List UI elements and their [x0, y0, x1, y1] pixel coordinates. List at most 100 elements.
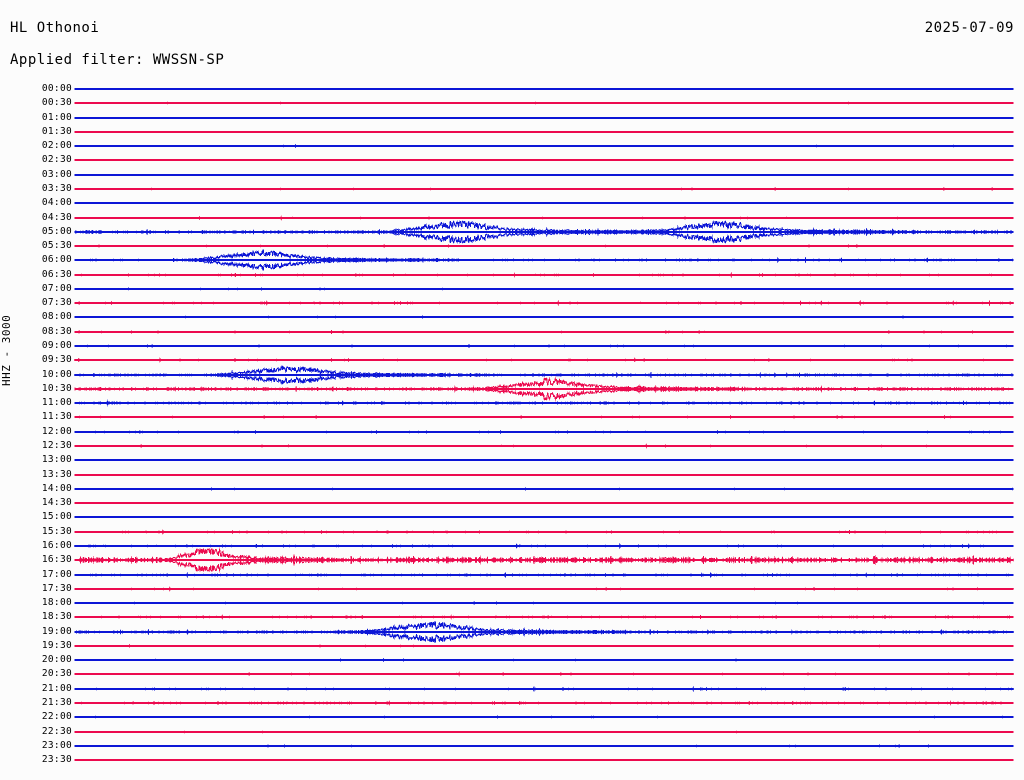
time-axis-label: 18:30: [41, 611, 72, 623]
time-axis-label: 17:30: [41, 582, 72, 594]
time-axis-label: 21:00: [41, 682, 72, 694]
time-axis-label: 07:00: [41, 282, 72, 294]
time-axis-label: 21:30: [41, 697, 72, 709]
time-axis-label: 01:30: [41, 125, 72, 137]
time-axis-label: 15:30: [41, 525, 72, 537]
time-axis-label: 14:00: [41, 482, 72, 494]
seismic-trace-row: [74, 671, 1014, 677]
seismic-trace-row: [74, 459, 1014, 462]
time-axis-label: 17:00: [41, 568, 72, 580]
time-axis-label: 12:30: [41, 440, 72, 451]
seismic-trace-row: [74, 116, 1014, 119]
seismic-trace-row: [74, 202, 1014, 205]
seismic-trace-row: [74, 365, 1014, 384]
seismic-trace-row: [74, 215, 1014, 221]
time-axis-label: 10:00: [41, 368, 72, 380]
station-title: HL Othonoi: [10, 20, 100, 36]
time-axis-label: 11:00: [41, 397, 72, 409]
seismic-trace-row: [74, 315, 1014, 320]
seismic-trace-row: [74, 443, 1014, 449]
seismic-trace-row: [74, 586, 1014, 592]
seismic-trace-row: [74, 219, 1014, 244]
time-axis-label: 19:30: [41, 639, 72, 651]
time-axis-label: 09:00: [41, 340, 72, 352]
time-axis-label: 00:00: [41, 83, 72, 94]
seismic-trace-row: [74, 601, 1014, 606]
seismic-trace-row: [74, 758, 1014, 762]
seismic-trace-row: [74, 271, 1014, 278]
seismic-trace-row: [74, 243, 1014, 249]
seismic-trace-row: [74, 287, 1014, 291]
time-axis-label: 20:00: [41, 654, 72, 666]
seismic-trace-row: [74, 571, 1014, 578]
seismic-trace-row: [74, 376, 1014, 402]
time-axis-label: 06:30: [41, 268, 72, 280]
seismic-trace-row: [74, 399, 1014, 407]
seismic-trace-row: [74, 658, 1014, 663]
seismic-trace-row: [74, 415, 1014, 420]
seismic-trace-row: [74, 543, 1014, 549]
seismic-trace-row: [74, 528, 1014, 535]
time-axis-label: 08:30: [41, 325, 72, 337]
seismic-trace-row: [74, 159, 1014, 162]
seismic-trace-row: [74, 700, 1014, 706]
seismic-trace-row: [74, 473, 1014, 476]
time-axis-label: 08:00: [41, 311, 72, 323]
time-axis-label: 18:00: [41, 597, 72, 609]
seismic-trace-row: [74, 620, 1014, 644]
header-bar: HL Othonoi 2025-07-09 Applied filter: WW…: [0, 0, 1024, 80]
time-axis-label: 13:00: [41, 454, 72, 466]
time-axis-label: 06:00: [41, 254, 72, 266]
time-axis-label: 11:30: [41, 411, 72, 423]
seismic-trace-row: [74, 173, 1014, 176]
time-axis-label: 16:30: [41, 554, 72, 566]
time-axis-label: 05:00: [41, 225, 72, 237]
time-axis-label: 19:00: [41, 625, 72, 637]
time-axis-label: 13:30: [41, 468, 72, 480]
time-axis-label: 22:00: [41, 711, 72, 723]
seismic-trace-row: [74, 186, 1014, 192]
time-axis-label: 12:00: [41, 425, 72, 437]
seismic-trace-row: [74, 429, 1014, 434]
applied-filter-label: Applied filter: WWSSN-SP: [10, 52, 225, 68]
seismic-trace-row: [74, 515, 1014, 519]
seismic-trace-row: [74, 743, 1014, 748]
time-axis-label: 03:30: [41, 182, 72, 194]
seismic-trace-row: [74, 685, 1014, 692]
seismic-trace-row: [74, 501, 1014, 505]
time-axis-label: 20:30: [41, 668, 72, 680]
time-axis-label: 04:30: [41, 211, 72, 223]
time-axis-label: 10:30: [41, 382, 72, 394]
time-axis-label: 01:00: [41, 111, 72, 123]
time-axis-label: 05:30: [41, 240, 72, 252]
time-axis-label: 23:00: [41, 739, 72, 751]
seismic-trace-row: [74, 299, 1014, 307]
time-axis-label: 07:30: [41, 297, 72, 309]
seismic-trace-row: [74, 357, 1014, 363]
trace-container: [74, 80, 1016, 780]
time-axis-label: 04:00: [41, 197, 72, 209]
time-axis-label: 23:30: [41, 754, 72, 766]
time-axis-label: 03:00: [41, 168, 72, 180]
seismic-trace-row: [74, 248, 1014, 273]
seismic-trace-row: [74, 487, 1014, 491]
seismic-trace-row: [74, 343, 1014, 349]
seismic-trace-row: [74, 547, 1014, 573]
seismic-trace-row: [74, 329, 1014, 335]
helicorder-plot: 00:00 00:30 01:00 01:30 02:00 02:30 03:00 03:30…: [0, 80, 1024, 780]
seismic-trace-row: [74, 730, 1014, 734]
seismic-trace-row: [74, 614, 1014, 620]
time-axis-label: 00:30: [41, 97, 72, 109]
seismic-trace-row: [74, 143, 1014, 149]
time-axis: 00:00 00:30 01:00 01:30 02:00 02:30 03:00 03:30…: [0, 80, 72, 780]
time-axis-label: 15:00: [41, 511, 72, 523]
seismic-trace-row: [74, 643, 1014, 648]
seismic-trace-row: [74, 715, 1014, 720]
time-axis-label: 22:30: [41, 725, 72, 737]
seismic-trace-row: [74, 101, 1014, 105]
record-date: 2025-07-09: [924, 20, 1014, 36]
seismic-trace-row: [74, 130, 1014, 134]
time-axis-label: 16:00: [41, 539, 72, 551]
time-axis-label: 09:30: [41, 354, 72, 366]
time-axis-label: 02:30: [41, 154, 72, 166]
